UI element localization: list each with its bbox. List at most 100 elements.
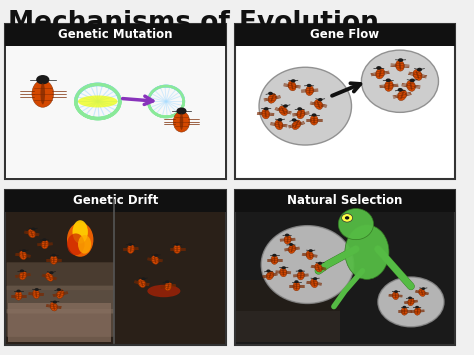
- Ellipse shape: [313, 277, 317, 280]
- Ellipse shape: [262, 109, 270, 119]
- Ellipse shape: [376, 68, 384, 79]
- Ellipse shape: [271, 94, 274, 102]
- FancyBboxPatch shape: [7, 286, 114, 313]
- FancyBboxPatch shape: [235, 190, 455, 212]
- Ellipse shape: [78, 95, 118, 108]
- Ellipse shape: [273, 256, 275, 263]
- Ellipse shape: [15, 291, 22, 300]
- Ellipse shape: [33, 290, 40, 299]
- Ellipse shape: [376, 66, 382, 70]
- Ellipse shape: [379, 69, 382, 78]
- Ellipse shape: [294, 121, 298, 129]
- Ellipse shape: [282, 107, 285, 114]
- Ellipse shape: [154, 254, 158, 257]
- Ellipse shape: [138, 279, 146, 288]
- Ellipse shape: [48, 274, 51, 280]
- Ellipse shape: [259, 67, 352, 145]
- Text: Natural Selection: Natural Selection: [287, 194, 402, 207]
- Ellipse shape: [293, 282, 300, 291]
- Ellipse shape: [164, 282, 172, 291]
- Ellipse shape: [298, 269, 302, 272]
- Ellipse shape: [288, 81, 296, 91]
- Ellipse shape: [306, 251, 313, 260]
- Ellipse shape: [310, 279, 318, 288]
- Ellipse shape: [264, 107, 269, 110]
- Text: Mechanisms of Evolution: Mechanisms of Evolution: [8, 10, 379, 36]
- Ellipse shape: [176, 108, 187, 115]
- Ellipse shape: [287, 236, 289, 243]
- Ellipse shape: [141, 277, 146, 280]
- Ellipse shape: [35, 288, 39, 291]
- Ellipse shape: [294, 280, 299, 283]
- Ellipse shape: [404, 308, 405, 314]
- Ellipse shape: [300, 272, 302, 279]
- Ellipse shape: [154, 256, 156, 263]
- Ellipse shape: [18, 292, 19, 299]
- Ellipse shape: [307, 84, 311, 87]
- Ellipse shape: [314, 100, 323, 109]
- Ellipse shape: [41, 240, 48, 249]
- Ellipse shape: [296, 283, 297, 290]
- Ellipse shape: [283, 104, 288, 108]
- Ellipse shape: [306, 86, 314, 95]
- Ellipse shape: [22, 272, 24, 279]
- Ellipse shape: [53, 301, 57, 304]
- Ellipse shape: [275, 120, 283, 130]
- Ellipse shape: [268, 93, 276, 103]
- Ellipse shape: [268, 92, 273, 95]
- Ellipse shape: [53, 256, 55, 263]
- Ellipse shape: [291, 82, 293, 90]
- Ellipse shape: [419, 289, 425, 296]
- Ellipse shape: [410, 78, 415, 82]
- Ellipse shape: [394, 290, 398, 293]
- Ellipse shape: [31, 228, 36, 230]
- Ellipse shape: [19, 251, 27, 260]
- Ellipse shape: [417, 308, 419, 314]
- Ellipse shape: [291, 79, 296, 83]
- Ellipse shape: [398, 90, 407, 100]
- FancyBboxPatch shape: [5, 190, 226, 345]
- Ellipse shape: [22, 249, 26, 252]
- Ellipse shape: [285, 234, 289, 237]
- Ellipse shape: [402, 306, 406, 308]
- FancyBboxPatch shape: [7, 309, 114, 337]
- Ellipse shape: [147, 285, 181, 297]
- Ellipse shape: [42, 238, 46, 241]
- Ellipse shape: [415, 306, 419, 308]
- Ellipse shape: [73, 220, 88, 244]
- FancyBboxPatch shape: [235, 24, 455, 45]
- Ellipse shape: [292, 120, 301, 130]
- Ellipse shape: [388, 82, 390, 90]
- FancyBboxPatch shape: [5, 24, 226, 45]
- Ellipse shape: [52, 254, 56, 257]
- Ellipse shape: [292, 118, 297, 122]
- Ellipse shape: [392, 292, 399, 300]
- Ellipse shape: [269, 272, 272, 279]
- Ellipse shape: [151, 256, 159, 264]
- Ellipse shape: [289, 243, 293, 246]
- Ellipse shape: [401, 307, 408, 315]
- Ellipse shape: [309, 249, 313, 252]
- Ellipse shape: [410, 299, 412, 305]
- Ellipse shape: [20, 269, 24, 273]
- Ellipse shape: [313, 116, 315, 124]
- Ellipse shape: [401, 91, 404, 99]
- Ellipse shape: [128, 245, 135, 253]
- Ellipse shape: [167, 283, 169, 290]
- Ellipse shape: [284, 235, 291, 244]
- Ellipse shape: [309, 87, 310, 94]
- Ellipse shape: [67, 234, 84, 255]
- Ellipse shape: [50, 256, 57, 264]
- Ellipse shape: [78, 235, 91, 254]
- Ellipse shape: [46, 273, 53, 281]
- Ellipse shape: [288, 245, 296, 253]
- Ellipse shape: [49, 271, 54, 274]
- Ellipse shape: [297, 109, 305, 119]
- FancyBboxPatch shape: [236, 311, 340, 342]
- Ellipse shape: [309, 252, 311, 259]
- Ellipse shape: [44, 241, 46, 248]
- Ellipse shape: [416, 71, 419, 79]
- Ellipse shape: [318, 98, 323, 102]
- Ellipse shape: [264, 110, 266, 118]
- FancyBboxPatch shape: [235, 24, 455, 179]
